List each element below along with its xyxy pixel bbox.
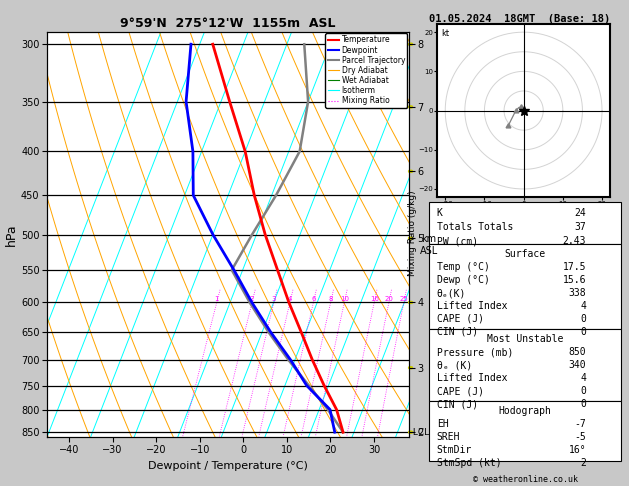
Y-axis label: hPa: hPa <box>5 223 18 246</box>
Text: Dewp (°C): Dewp (°C) <box>437 275 489 285</box>
Text: Most Unstable: Most Unstable <box>487 334 563 344</box>
Text: 15.6: 15.6 <box>563 275 586 285</box>
FancyBboxPatch shape <box>429 401 621 461</box>
Text: 16°: 16° <box>569 445 586 455</box>
Text: SREH: SREH <box>437 432 460 442</box>
Text: 0: 0 <box>581 314 586 324</box>
Text: 16: 16 <box>370 296 379 302</box>
Text: 20: 20 <box>384 296 393 302</box>
Text: Lifted Index: Lifted Index <box>437 373 507 383</box>
Text: © weatheronline.co.uk: © weatheronline.co.uk <box>473 474 577 484</box>
Text: 6: 6 <box>311 296 316 302</box>
Text: PW (cm): PW (cm) <box>437 236 478 246</box>
Text: Mixing Ratio (g/kg): Mixing Ratio (g/kg) <box>408 191 417 276</box>
Text: 01.05.2024  18GMT  (Base: 18): 01.05.2024 18GMT (Base: 18) <box>429 14 610 24</box>
Text: StmDir: StmDir <box>437 445 472 455</box>
Y-axis label: km
ASL: km ASL <box>420 235 438 256</box>
Text: 340: 340 <box>569 361 586 370</box>
Text: 24: 24 <box>574 208 586 218</box>
Text: 10: 10 <box>340 296 349 302</box>
Text: 4: 4 <box>287 296 292 302</box>
Text: 4: 4 <box>581 301 586 311</box>
Text: Totals Totals: Totals Totals <box>437 222 513 232</box>
Text: θₑ (K): θₑ (K) <box>437 361 472 370</box>
FancyBboxPatch shape <box>429 244 621 330</box>
Text: Temp (°C): Temp (°C) <box>437 262 489 272</box>
Text: CAPE (J): CAPE (J) <box>437 314 484 324</box>
Text: LCL: LCL <box>409 428 429 437</box>
Legend: Temperature, Dewpoint, Parcel Trajectory, Dry Adiabat, Wet Adiabat, Isotherm, Mi: Temperature, Dewpoint, Parcel Trajectory… <box>325 33 408 107</box>
Text: CAPE (J): CAPE (J) <box>437 386 484 396</box>
Text: 25: 25 <box>399 296 408 302</box>
Title: 9°59'N  275°12'W  1155m  ASL: 9°59'N 275°12'W 1155m ASL <box>120 17 336 31</box>
Text: K: K <box>437 208 443 218</box>
Text: Lifted Index: Lifted Index <box>437 301 507 311</box>
Text: 0: 0 <box>581 386 586 396</box>
Text: 338: 338 <box>569 288 586 298</box>
Text: 4: 4 <box>581 373 586 383</box>
Text: 2: 2 <box>581 458 586 468</box>
Text: Pressure (mb): Pressure (mb) <box>437 347 513 358</box>
Text: Surface: Surface <box>504 249 545 259</box>
Text: 1: 1 <box>214 296 219 302</box>
Text: Hodograph: Hodograph <box>498 406 552 416</box>
Text: θₑ(K): θₑ(K) <box>437 288 466 298</box>
Text: -5: -5 <box>574 432 586 442</box>
FancyBboxPatch shape <box>429 202 621 244</box>
Text: StmSpd (kt): StmSpd (kt) <box>437 458 501 468</box>
Text: 0: 0 <box>581 399 586 409</box>
Text: EH: EH <box>437 419 448 429</box>
Text: -7: -7 <box>574 419 586 429</box>
Text: kt: kt <box>441 30 449 38</box>
Text: 8: 8 <box>328 296 333 302</box>
Text: CIN (J): CIN (J) <box>437 327 478 337</box>
Text: 0: 0 <box>581 327 586 337</box>
X-axis label: Dewpoint / Temperature (°C): Dewpoint / Temperature (°C) <box>148 461 308 470</box>
Text: 850: 850 <box>569 347 586 358</box>
Text: 2: 2 <box>250 296 254 302</box>
Text: 2.43: 2.43 <box>563 236 586 246</box>
Text: 37: 37 <box>574 222 586 232</box>
Text: 17.5: 17.5 <box>563 262 586 272</box>
Text: CIN (J): CIN (J) <box>437 399 478 409</box>
Text: 3: 3 <box>272 296 276 302</box>
FancyBboxPatch shape <box>429 330 621 401</box>
